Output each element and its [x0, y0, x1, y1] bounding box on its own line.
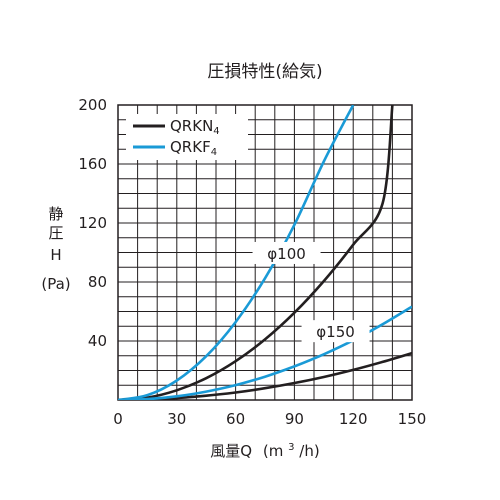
annotation-background — [301, 320, 370, 343]
x-tick-label: 30 — [167, 410, 186, 428]
legend-label-qrkn4-sub: 4 — [213, 126, 219, 137]
y-axis-label-line-1: 静 — [48, 205, 63, 223]
y-axis-label: 静 圧 H (Pa) — [41, 205, 70, 293]
x-tick-label: 150 — [398, 410, 427, 428]
x-tick-label: 0 — [113, 410, 123, 428]
y-tick-label: 120 — [78, 214, 107, 232]
y-axis-label-line-4: (Pa) — [41, 275, 70, 293]
legend-label-qrkf4-sub: 4 — [211, 147, 217, 158]
legend-entry-qrkn4: QRKN4 — [133, 117, 220, 137]
x-axis-label: 風量Q (m 3 /h) — [210, 436, 319, 460]
x-tick-label: 120 — [339, 410, 368, 428]
y-tick-label: 160 — [78, 155, 107, 173]
y-tick-labels: 40 80 120 160 200 — [78, 96, 107, 350]
y-tick-label: 200 — [78, 96, 107, 114]
x-axis-label-unit-suffix: /h) — [299, 442, 319, 460]
chart-title: 圧損特性(給気) — [207, 62, 322, 82]
legend-label-qrkn4-main: QRKN — [170, 117, 213, 135]
x-tick-labels: 0 30 60 90 120 150 — [113, 410, 426, 428]
x-axis-label-unit-prefix: (m — [263, 442, 283, 460]
x-axis-label-unit-sup: 3 — [288, 442, 294, 453]
legend-entry-qrkf4: QRKF4 — [133, 138, 217, 158]
x-axis-label-main: 風量Q — [210, 442, 252, 460]
legend-label-qrkn4: QRKN4 — [170, 117, 220, 137]
legend-label-qrkf4-main: QRKF — [170, 138, 211, 156]
y-tick-label: 40 — [88, 332, 107, 350]
annotation-label-1: φ150 — [316, 323, 355, 341]
annotation-background — [252, 241, 321, 264]
y-axis-label-line-3: H — [50, 246, 61, 264]
plot-frame — [117, 104, 413, 401]
legend: QRKN4 QRKF4 — [126, 114, 248, 160]
series-line-0 — [118, 105, 394, 400]
x-tick-label: 90 — [285, 410, 304, 428]
legend-label-qrkf4: QRKF4 — [170, 138, 217, 158]
annotations: φ100 φ150 — [252, 241, 370, 343]
y-axis-label-line-2: 圧 — [48, 224, 63, 242]
legend-background — [126, 114, 248, 160]
series-line-1 — [118, 105, 355, 400]
x-tick-label: 60 — [226, 410, 245, 428]
y-tick-label: 80 — [88, 273, 107, 291]
annotation-label-0: φ100 — [267, 245, 306, 263]
